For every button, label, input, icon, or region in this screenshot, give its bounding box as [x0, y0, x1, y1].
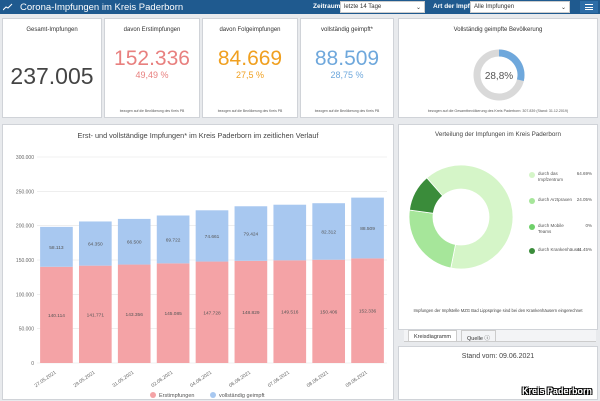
tab-quelle[interactable]: Quelle ⓘ [461, 330, 496, 341]
kpi-title: davon Erstimpfungen [105, 27, 199, 33]
chevron-down-icon: ⌄ [416, 4, 421, 11]
bar-data-label: 64.350 [88, 242, 103, 248]
top-bar: Corona-Impfungen im Kreis Paderborn Zeit… [0, 0, 600, 14]
bar-data-label: 147.728 [203, 310, 221, 316]
kpi-value: 88.509 [301, 47, 393, 71]
legend-swatch [529, 224, 535, 230]
legend-percent: 64.69% [577, 171, 592, 176]
filter-label-zeitraum: Zeitraum [313, 3, 340, 10]
bar-data-label: 140.114 [48, 313, 65, 319]
bar-data-label: 66.500 [127, 240, 142, 246]
art-select[interactable]: Alle Impfungen ⌄ [470, 1, 570, 13]
kpi-note: bezogen auf die Bevölkerung des Kreis PB [301, 109, 393, 113]
x-tick-label: 09.06.2021 [345, 370, 369, 389]
donut-chart-card: Verteilung der Impfungen im Kreis Paderb… [398, 124, 598, 330]
bar-data-label: 149.516 [281, 310, 299, 316]
chevron-down-icon: ⌄ [561, 4, 566, 11]
legend-label: Impfzentrum [538, 177, 563, 182]
bar-data-label: 82.312 [321, 229, 336, 235]
kpi-note: bezogen auf die Bevölkerung des Kreis PB [203, 109, 297, 113]
logo-icon [0, 0, 16, 14]
legend-percent: 24.05% [577, 197, 592, 202]
x-tick-label: 07.06.2021 [267, 370, 291, 389]
y-tick-label: 50.000 [19, 327, 35, 333]
bar-vollstaendig [273, 205, 306, 261]
bar-data-label: 152.336 [359, 309, 377, 315]
x-tick-label: 29.05.2021 [73, 370, 97, 389]
y-tick-label: 100.000 [16, 292, 34, 298]
gauge-card: Vollständig geimpfte Bevölkerung 28,8% b… [398, 18, 598, 118]
kpi-value: 237.005 [3, 63, 101, 90]
donut-slice [409, 210, 456, 268]
kpi-title: vollständig geimpft* [301, 27, 393, 33]
kpi-value: 84.669 [203, 47, 297, 71]
bar-data-label: 79.424 [244, 232, 259, 238]
kpi-percent: 28,75 % [301, 70, 393, 80]
y-tick-label: 300.000 [16, 155, 34, 161]
gauge-value: 28,8% [485, 71, 513, 82]
kpi-card-gesamt: Gesamt-Impfungen 237.005 [2, 18, 102, 118]
app-title: Corona-Impfungen im Kreis Paderborn [20, 2, 183, 13]
x-tick-label: 06.06.2021 [228, 370, 252, 389]
legend-label: durch das [538, 171, 559, 176]
bar-chart-card: Erst- und vollständige Impfungen* im Kre… [2, 124, 394, 400]
kpi-percent: 27,5 % [203, 70, 297, 80]
bar-data-label: 148.829 [242, 310, 260, 316]
kpi-card-folge: davon Folgeimpfungen 84.669 27,5 % bezog… [202, 18, 298, 118]
x-tick-label: 27.05.2021 [34, 370, 58, 389]
legend-swatch [529, 248, 535, 254]
x-tick-label: 04.06.2021 [189, 370, 213, 389]
x-tick-label: 31.05.2021 [111, 370, 135, 389]
legend-label: vollständig geimpft [219, 393, 265, 399]
legend-label: durch Arztpraxen [538, 197, 573, 202]
y-tick-label: 150.000 [16, 258, 34, 264]
kpi-card-vollstaendig: vollständig geimpft* 88.509 28,75 % bezo… [300, 18, 394, 118]
y-tick-label: 0 [31, 361, 34, 367]
bar-data-label: 74.661 [205, 234, 220, 240]
kpi-title: davon Folgeimpfungen [203, 27, 297, 33]
gauge-title: Vollständig geimpfte Bevölkerung [399, 27, 597, 33]
kpi-card-erst: davon Erstimpfungen 152.336 49,49 % bezo… [104, 18, 200, 118]
kpi-title: Gesamt-Impfungen [3, 27, 101, 33]
y-tick-label: 200.000 [16, 224, 34, 230]
y-tick-label: 250.000 [16, 189, 34, 195]
kpi-percent: 49,49 % [105, 70, 199, 80]
bar-data-label: 141.771 [87, 312, 105, 318]
bar-data-label: 145.085 [164, 311, 182, 317]
bar-data-label: 88.509 [360, 226, 375, 232]
zeitraum-select[interactable]: letzte 14 Tage ⌄ [340, 1, 425, 13]
legend-label: Teams [538, 229, 552, 234]
legend-swatch [529, 172, 535, 178]
legend-swatch [529, 198, 535, 204]
tab-kreisdiagramm[interactable]: Kreisdiagramm [408, 330, 457, 341]
legend-percent: 0% [585, 223, 592, 228]
stand-date: Stand vom: 09.06.2021 [399, 353, 597, 360]
legend-label: Erstimpfungen [159, 393, 194, 399]
bar-chart-svg: 0 50.000 100.000 150.000 200.000 250.000 300.0… [3, 125, 395, 401]
bar-data-label: 143.356 [126, 312, 144, 318]
legend-swatch [210, 392, 216, 398]
legend-label: durch Krankenhäuser [538, 247, 582, 252]
kpi-value: 152.336 [105, 47, 199, 71]
bar-data-label: 58.113 [49, 245, 64, 251]
watermark-logo: Kreis Paderborn [522, 386, 592, 396]
tab-bar: Kreisdiagramm Quelle ⓘ [404, 330, 596, 342]
legend-label: durch Mobile [538, 223, 564, 228]
gauge-svg: 28,8% [399, 37, 599, 107]
legend-swatch [150, 392, 156, 398]
legend-percent: 11.45% [577, 247, 592, 252]
x-tick-label: 02.06.2021 [150, 370, 174, 389]
gauge-note: bezogen auf die Gesamtbevölkerung des Kr… [399, 109, 597, 113]
bar-data-label: 69.722 [166, 237, 181, 243]
kpi-note: bezogen auf die Bevölkerung des Kreis PB [105, 109, 199, 113]
donut-footnote: Impfungen der Impfstelle MZG Bad Lippspr… [409, 307, 587, 315]
menu-icon[interactable] [580, 1, 598, 13]
bar-data-label: 150.406 [320, 309, 338, 315]
x-tick-label: 08.06.2021 [306, 370, 330, 389]
